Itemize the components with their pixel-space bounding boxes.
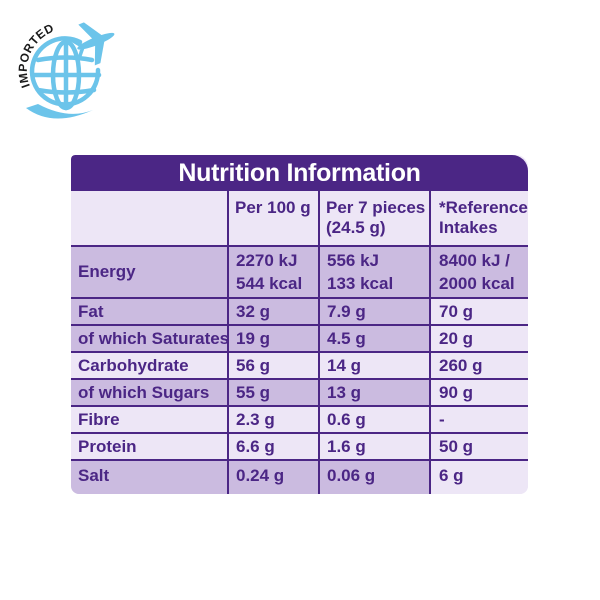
row-fat-per7: 7.9 g <box>320 299 429 324</box>
row-divider <box>71 324 528 326</box>
column-divider <box>227 191 229 494</box>
row-divider <box>71 297 528 299</box>
header-ref-line1: *Reference <box>439 198 528 217</box>
row-divider <box>71 459 528 461</box>
header-per-7-pieces: Per 7 pieces (24.5 g) <box>320 191 429 246</box>
row-energy-per7: 556 kJ 133 kcal <box>320 247 429 297</box>
row-salt-per7: 0.06 g <box>320 461 429 494</box>
row-saturates-per100: 19 g <box>229 326 318 351</box>
row-protein-ref: 50 g <box>431 434 528 459</box>
row-salt-ref: 6 g <box>431 461 528 494</box>
row-divider <box>71 405 528 407</box>
row-energy-per100: 2270 kJ 544 kcal <box>229 247 318 297</box>
row-divider <box>71 351 528 353</box>
row-sugars-label: of which Sugars <box>71 380 227 405</box>
header-per-7-line2: (24.5 g) <box>326 218 386 237</box>
header-ref-line2: Intakes <box>439 218 498 237</box>
row-fat-ref: 70 g <box>431 299 528 324</box>
row-fat-label: Fat <box>71 299 227 324</box>
row-carbohydrate-per7: 14 g <box>320 353 429 378</box>
row-protein-per7: 1.6 g <box>320 434 429 459</box>
row-carbohydrate-per100: 56 g <box>229 353 318 378</box>
row-sugars-per7: 13 g <box>320 380 429 405</box>
row-fibre-per7: 0.6 g <box>320 407 429 432</box>
row-salt-per100: 0.24 g <box>229 461 318 494</box>
row-sugars-ref: 90 g <box>431 380 528 405</box>
row-divider <box>71 378 528 380</box>
row-sugars-per100: 55 g <box>229 380 318 405</box>
column-divider <box>318 191 320 494</box>
title-bar: Nutrition Information <box>71 155 528 191</box>
swoosh-icon <box>26 104 93 119</box>
row-divider <box>71 432 528 434</box>
header-per-100g: Per 100 g <box>229 191 318 246</box>
imported-globe-badge: IMPORTED <box>16 21 115 119</box>
row-fat-per100: 32 g <box>229 299 318 324</box>
globe-icon <box>29 36 102 111</box>
row-divider <box>71 245 528 247</box>
row-saturates-per7: 4.5 g <box>320 326 429 351</box>
row-energy-ref: 8400 kJ / 2000 kcal <box>431 247 528 297</box>
row-carbohydrate-label: Carbohydrate <box>71 353 227 378</box>
row-protein-label: Protein <box>71 434 227 459</box>
row-saturates-ref: 20 g <box>431 326 528 351</box>
airplane-icon <box>69 22 115 66</box>
column-divider <box>429 191 431 494</box>
header-reference-intakes: *Reference Intakes <box>431 191 528 246</box>
row-carbohydrate-ref: 260 g <box>431 353 528 378</box>
row-fibre-label: Fibre <box>71 407 227 432</box>
header-per-7-line1: Per 7 pieces <box>326 198 426 217</box>
table-title: Nutrition Information <box>178 159 421 187</box>
nutrition-table: Nutrition Information Per 100 g Per 7 pi… <box>71 155 528 494</box>
row-fibre-ref: - <box>431 407 528 432</box>
row-fibre-per100: 2.3 g <box>229 407 318 432</box>
header-blank-cell <box>71 191 227 246</box>
row-protein-per100: 6.6 g <box>229 434 318 459</box>
row-salt-label: Salt <box>71 461 227 494</box>
row-energy-label: Energy <box>71 247 227 297</box>
row-saturates-label: of which Saturates <box>71 326 227 351</box>
